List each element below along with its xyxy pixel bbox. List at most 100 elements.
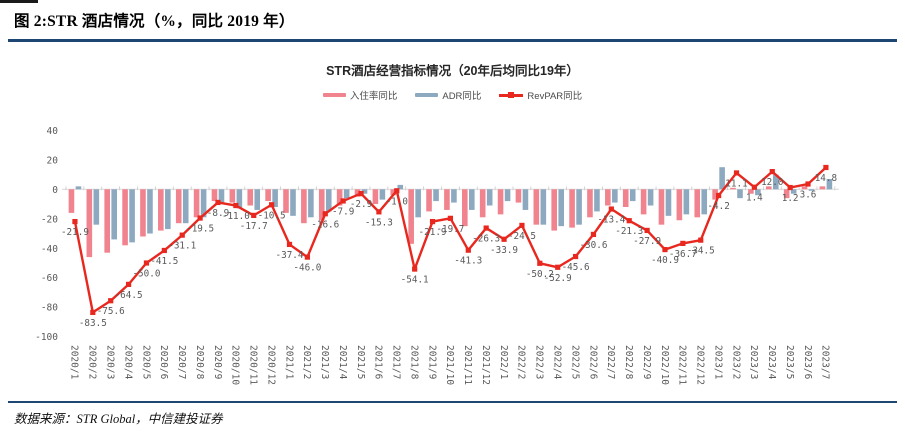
occupancy-bar: [515, 189, 522, 203]
y-axis-tick-label: -20: [41, 214, 58, 225]
adr-bar: [540, 189, 547, 225]
x-axis-tick-label: 2023/6: [802, 345, 813, 380]
revpar-data-label: -21.9: [61, 227, 89, 238]
revpar-marker: [501, 236, 507, 242]
x-axis-tick-label: 2021/12: [480, 345, 491, 385]
revpar-data-label: -50.2: [526, 269, 554, 280]
revpar-data-label: 14.8: [815, 173, 837, 184]
x-axis-tick-label: 2023/4: [766, 345, 777, 380]
revpar-marker: [555, 264, 561, 270]
occupancy-bar: [497, 189, 504, 215]
revpar-marker: [197, 215, 203, 221]
adr-bar: [612, 189, 618, 203]
revpar-data-label: -13.4: [597, 215, 625, 226]
occupancy-bar: [569, 189, 575, 228]
occupancy-bar: [104, 189, 110, 253]
occupancy-bar: [318, 189, 325, 221]
revpar-data-label: -50.0: [132, 269, 160, 280]
occupancy-bar: [122, 189, 128, 246]
adr-bar: [254, 189, 261, 210]
x-axis-tick-label: 2022/9: [641, 345, 652, 380]
figure-caption: 图 2:STR 酒店情况（%，同比 2019 年）: [14, 13, 295, 30]
x-axis-tick-label: 2023/2: [730, 345, 741, 379]
revpar-data-label: -10.5: [258, 210, 286, 221]
revpar-data-label: -41.3: [454, 256, 482, 267]
revpar-marker: [251, 212, 257, 218]
revpar-marker: [805, 181, 811, 187]
adr-bar: [451, 189, 457, 203]
revpar-data-label: -19.5: [186, 224, 214, 235]
occupancy-bar: [86, 189, 93, 258]
revpar-marker: [608, 206, 614, 212]
x-axis-tick-label: 2020/12: [265, 345, 276, 385]
revpar-marker: [733, 170, 740, 176]
x-axis-tick-label: 2022/11: [677, 345, 688, 385]
revpar-data-label: -7.9: [332, 206, 354, 217]
legend-label-adr: ADR同比: [442, 91, 482, 102]
x-axis-tick-label: 2022/2: [516, 345, 527, 379]
revpar-data-label: -2.9: [350, 199, 372, 210]
revpar-data-label: -15.3: [365, 217, 393, 228]
x-axis-tick-label: 2022/6: [587, 345, 598, 380]
occupancy-bar: [229, 189, 236, 203]
occupancy-bar: [640, 189, 647, 215]
revpar-marker: [143, 260, 150, 266]
x-axis-tick-label: 2021/4: [337, 345, 348, 380]
x-axis-tick-label: 2022/5: [569, 345, 580, 379]
occupancy-bar: [140, 189, 146, 237]
occupancy-bar: [605, 189, 611, 206]
occupancy-swatch-icon: [322, 93, 346, 97]
occupancy-bar: [158, 189, 164, 231]
revpar-marker: [662, 246, 668, 253]
x-axis-tick-label: 2021/2: [301, 345, 312, 379]
occupancy-bar: [265, 189, 271, 202]
occupancy-bar: [426, 189, 432, 212]
adr-bar: [504, 189, 511, 202]
revpar-marker: [590, 231, 597, 238]
revpar-marker: [90, 309, 96, 315]
adr-bar: [147, 189, 153, 234]
occupancy-bar: [676, 189, 683, 221]
revpar-marker: [447, 215, 454, 221]
x-axis-tick-label: 2022/4: [552, 345, 563, 380]
adr-bar: [683, 189, 690, 215]
x-axis-tick-label: 2021/3: [319, 345, 330, 379]
revpar-marker: [322, 211, 328, 217]
revpar-data-label: -4.2: [707, 201, 729, 212]
adr-bar: [111, 189, 117, 240]
adr-bar: [433, 189, 439, 202]
occupancy-bar: [372, 189, 379, 205]
revpar-data-label: 11.1: [725, 178, 747, 189]
revpar-data-label: 1.4: [746, 193, 763, 204]
adr-bar: [290, 189, 296, 216]
adr-swatch-icon: [415, 93, 439, 97]
adr-bar: [415, 189, 421, 218]
revpar-marker: [358, 190, 364, 197]
adr-bar: [790, 189, 797, 194]
legend-item-occupancy: 入住率同比: [322, 88, 397, 102]
revpar-data-label: -75.6: [97, 306, 125, 317]
x-axis-tick-label: 2022/10: [659, 345, 670, 385]
occupancy-bar: [193, 189, 200, 218]
occupancy-bar: [390, 189, 397, 196]
x-axis-tick-label: 2020/10: [230, 345, 241, 385]
revpar-data-label: -8.9: [207, 208, 229, 219]
revpar-data-label: -46.0: [293, 263, 321, 274]
occupancy-bar: [551, 189, 557, 231]
adr-bar: [576, 189, 582, 225]
adr-bar: [629, 189, 636, 202]
x-axis-tick-label: 2022/3: [534, 345, 545, 379]
occupancy-bar: [765, 186, 772, 190]
revpar-marker: [179, 232, 185, 238]
revpar-data-label: -19.7: [436, 224, 464, 235]
occupancy-bar: [533, 189, 540, 225]
x-axis-tick-label: 2020/6: [158, 345, 169, 380]
revpar-marker: [751, 184, 757, 190]
revpar-data-label: -52.9: [544, 273, 572, 284]
occupancy-bar: [587, 189, 593, 218]
source-divider: [8, 401, 897, 403]
occupancy-bar: [175, 189, 182, 224]
occupancy-bar: [801, 186, 808, 190]
adr-bar: [236, 189, 243, 209]
x-axis-tick-label: 2023/1: [712, 345, 723, 380]
